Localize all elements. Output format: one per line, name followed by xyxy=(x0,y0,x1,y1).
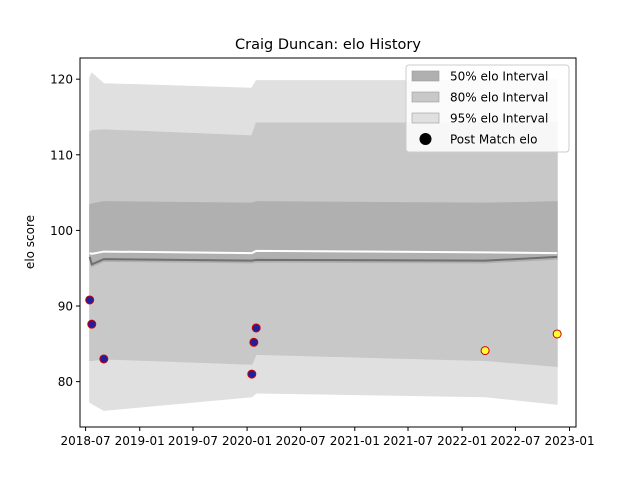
legend-box xyxy=(405,64,570,153)
legend-label: 50% elo Interval xyxy=(450,70,548,84)
legend-swatch xyxy=(411,70,440,82)
x-tick-label: 2019-07 xyxy=(168,434,218,448)
x-tick-label: 2019-01 xyxy=(115,434,165,448)
band-separator-line xyxy=(89,249,558,255)
legend-swatch xyxy=(411,91,440,103)
post-match-point xyxy=(99,354,109,364)
post-match-point xyxy=(249,337,259,347)
y-axis-label: elo score xyxy=(23,215,37,269)
y-axis: 80 90 100 110 120 xyxy=(50,73,80,389)
plot-frame xyxy=(79,57,577,428)
y-tick-label: 80 xyxy=(58,375,73,389)
legend-label: Post Match elo xyxy=(450,133,537,147)
y-tick-label: 110 xyxy=(50,148,73,162)
y-tick-label: 100 xyxy=(50,224,73,238)
x-tick-label: 2020-01 xyxy=(222,434,272,448)
legend-label: 80% elo Interval xyxy=(450,91,548,105)
x-tick-label: 2022-07 xyxy=(490,434,540,448)
x-tick-label: 2021-07 xyxy=(383,434,433,448)
x-axis: 2018-07 2019-01 2019-07 2020-01 2020-07 2021-… xyxy=(61,427,595,448)
post-match-point xyxy=(552,329,562,339)
legend: 50% elo Interval 80% elo Interval 95% elo … xyxy=(405,64,570,153)
mean-lines xyxy=(88,249,558,266)
mean-elo-line xyxy=(88,255,558,266)
post-match-point xyxy=(480,346,490,356)
x-tick-label: 2021-01 xyxy=(330,434,380,448)
legend-label: 95% elo Interval xyxy=(450,112,548,126)
y-tick-label: 90 xyxy=(58,300,73,314)
chart-title: Craig Duncan: elo History xyxy=(235,37,421,53)
x-tick-label: 2018-07 xyxy=(61,434,111,448)
post-match-point xyxy=(247,369,257,379)
band-50 xyxy=(89,201,558,268)
x-tick-label: 2020-07 xyxy=(276,434,326,448)
legend-swatch xyxy=(411,112,440,124)
post-match-point xyxy=(87,319,97,329)
y-tick-label: 120 xyxy=(50,73,73,87)
post-match-point xyxy=(251,323,261,333)
x-tick-label: 2022-01 xyxy=(437,434,487,448)
interval-bands xyxy=(89,72,558,411)
legend-marker xyxy=(419,133,432,145)
x-tick-label: 2023-01 xyxy=(544,434,594,448)
post-match-point xyxy=(85,295,95,305)
post-match-points xyxy=(85,295,562,379)
